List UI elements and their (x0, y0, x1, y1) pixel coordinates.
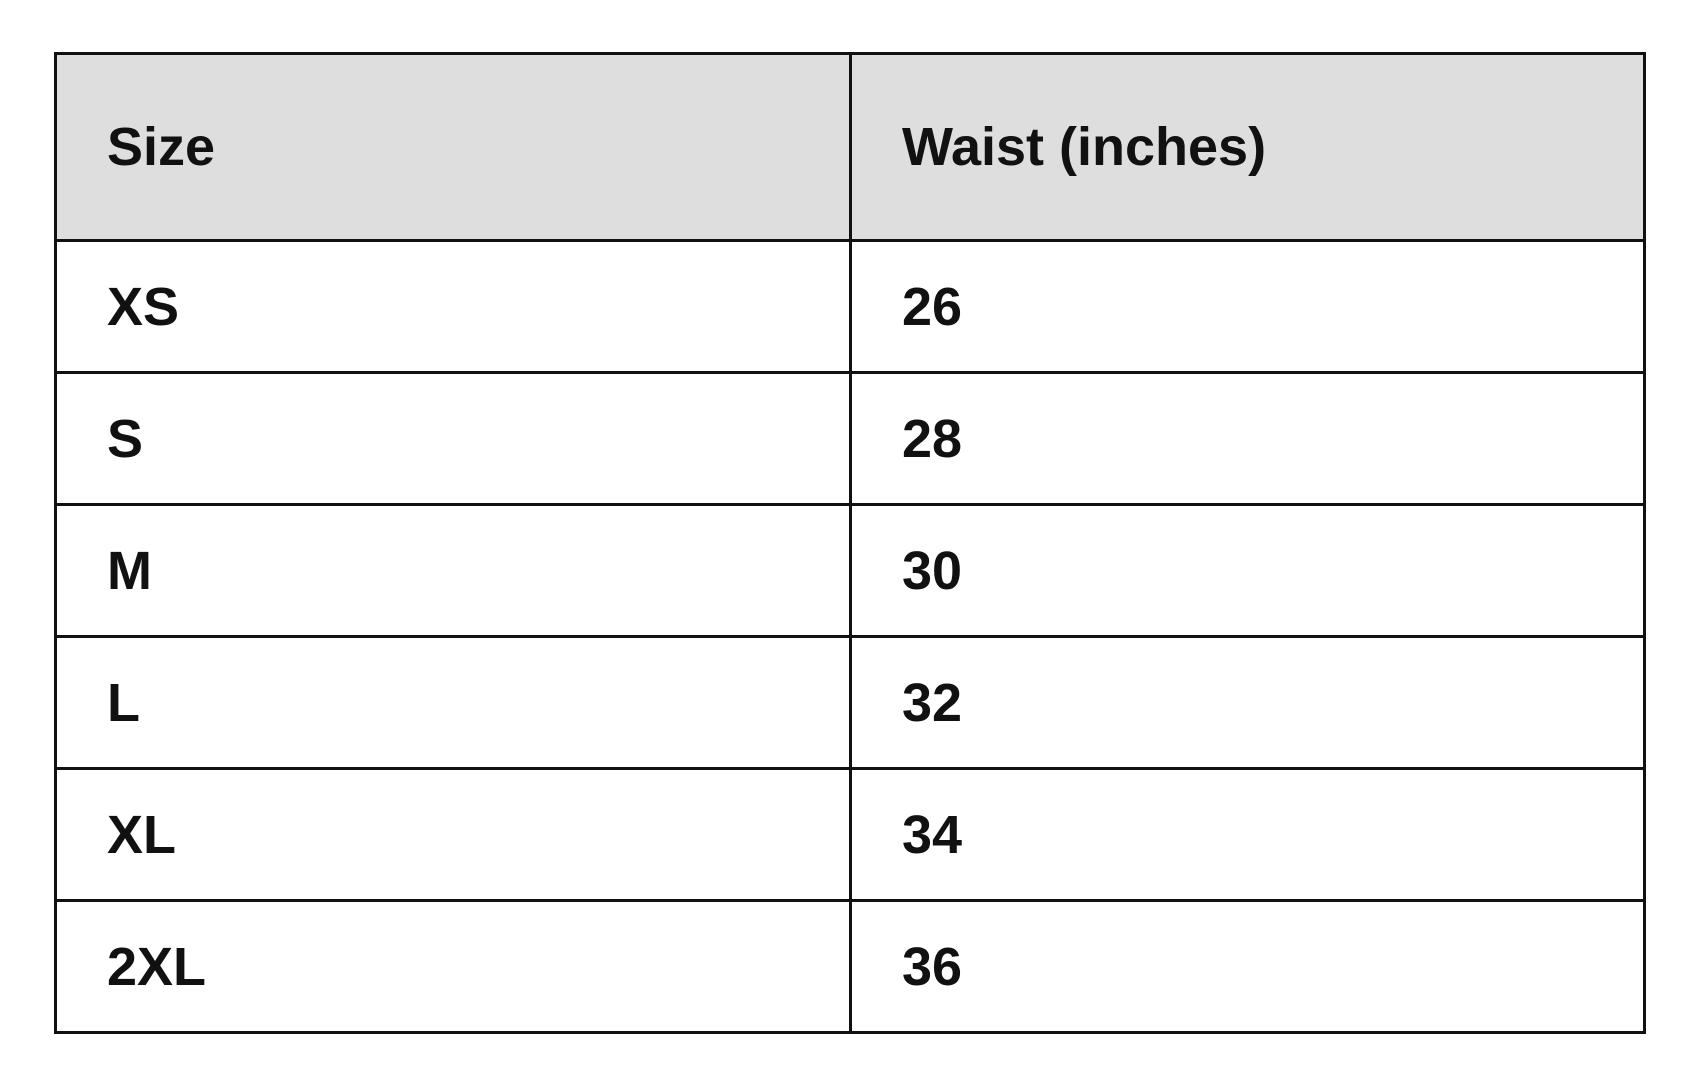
table-row: L 32 (54, 635, 1646, 770)
size-chart-table: Size Waist (inches) XS 26 S 28 M 30 L 32 XL 34 2XL… (54, 52, 1646, 1034)
header-size: Size (54, 52, 852, 242)
waist-cell: 30 (849, 503, 1646, 638)
size-cell: L (54, 635, 852, 770)
header-row: Size Waist (inches) (54, 52, 1646, 242)
table-row: M 30 (54, 503, 1646, 638)
waist-cell: 26 (849, 239, 1646, 374)
size-cell: 2XL (54, 899, 852, 1034)
waist-cell: 32 (849, 635, 1646, 770)
size-cell: S (54, 371, 852, 506)
table-row: 2XL 36 (54, 899, 1646, 1034)
table-row: XS 26 (54, 239, 1646, 374)
size-cell: M (54, 503, 852, 638)
header-waist: Waist (inches) (849, 52, 1646, 242)
waist-cell: 28 (849, 371, 1646, 506)
waist-cell: 36 (849, 899, 1646, 1034)
table-row: XL 34 (54, 767, 1646, 902)
size-cell: XL (54, 767, 852, 902)
table-row: S 28 (54, 371, 1646, 506)
waist-cell: 34 (849, 767, 1646, 902)
size-cell: XS (54, 239, 852, 374)
